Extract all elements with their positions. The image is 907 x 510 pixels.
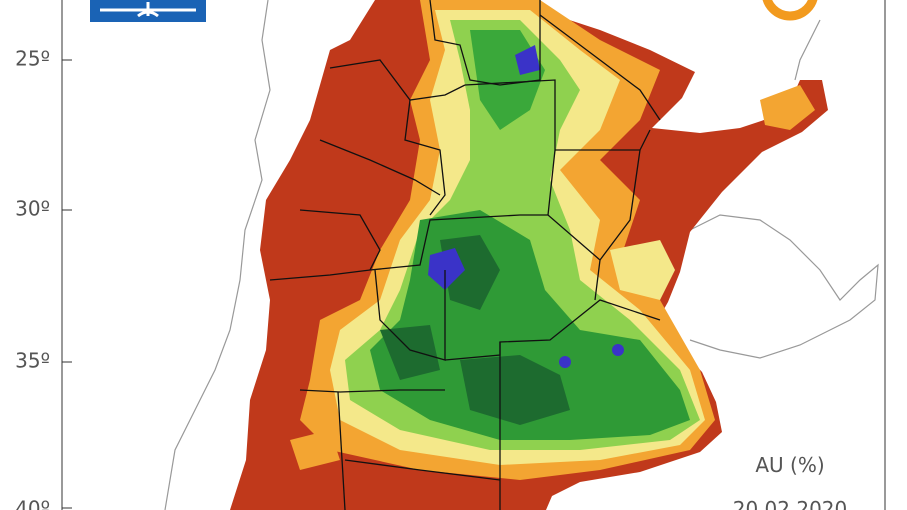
country-borders [164, 0, 879, 510]
lat-label: 30º [15, 197, 50, 221]
province-borders [269, 0, 661, 510]
logo-mark [762, 0, 818, 21]
lat-axis [61, 0, 72, 510]
lat-label: 35º [15, 349, 50, 373]
legend-date: 20.02.2020 [733, 497, 848, 510]
lat-label: 25º [15, 47, 50, 71]
moisture-zones [290, 0, 815, 480]
lat-label: 40º [15, 497, 50, 510]
logo [90, 0, 206, 22]
legend-title: AU (%) [755, 453, 824, 477]
